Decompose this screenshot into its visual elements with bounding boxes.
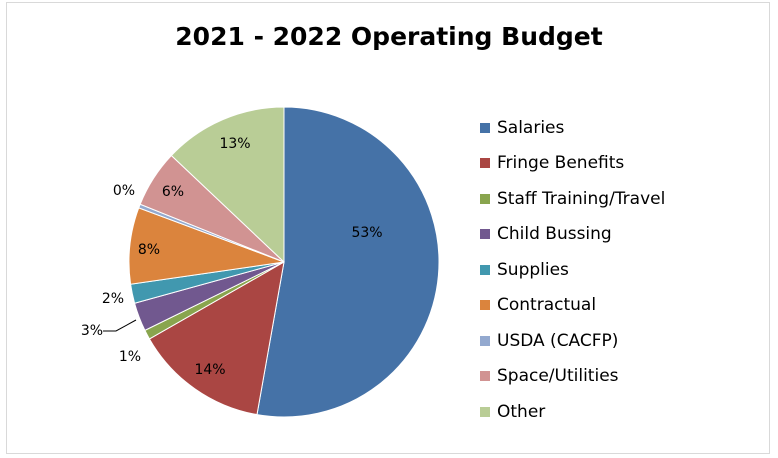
chart-legend: Salaries Fringe Benefits Staff Training/Tr… — [480, 110, 665, 430]
legend-item: USDA (CACFP) — [480, 323, 665, 359]
data-label: 3% — [81, 323, 103, 339]
legend-swatch — [480, 406, 490, 417]
legend-label: Salaries — [497, 117, 565, 138]
data-label: 53% — [351, 225, 382, 241]
data-label: 14% — [194, 362, 225, 378]
legend-label: Supplies — [497, 259, 569, 280]
legend-label: Child Bussing — [497, 224, 612, 245]
leader-line — [103, 319, 137, 332]
pie-slice-salaries — [256, 106, 440, 418]
legend-item: Salaries — [480, 110, 665, 146]
legend-swatch — [480, 193, 490, 204]
legend-label: Fringe Benefits — [497, 153, 625, 174]
legend-item: Supplies — [480, 252, 665, 288]
legend-label: Contractual — [497, 295, 597, 316]
data-label: 6% — [162, 184, 184, 200]
data-label: 0% — [113, 183, 135, 199]
legend-item: Space/Utilities — [480, 359, 665, 395]
legend-swatch — [480, 229, 490, 240]
legend-item: Fringe Benefits — [480, 146, 665, 182]
chart-title: 2021 - 2022 Operating Budget — [175, 22, 603, 51]
legend-label: Staff Training/Travel — [497, 188, 666, 209]
legend-swatch — [480, 264, 490, 275]
data-label: 13% — [219, 136, 250, 152]
data-label: 8% — [138, 242, 160, 258]
legend-swatch — [480, 158, 490, 169]
legend-item: Child Bussing — [480, 217, 665, 253]
pie-slice-other — [170, 106, 285, 264]
legend-label: USDA (CACFP) — [497, 330, 619, 351]
legend-swatch — [480, 122, 490, 133]
legend-item: Staff Training/Travel — [480, 181, 665, 217]
legend-item: Other — [480, 394, 665, 430]
data-label: 1% — [119, 349, 141, 365]
legend-swatch — [480, 335, 490, 346]
data-label: 2% — [102, 291, 124, 307]
legend-swatch — [480, 300, 490, 311]
legend-item: Contractual — [480, 288, 665, 324]
pie-slice-fringe-benefits — [148, 261, 285, 416]
legend-label: Other — [497, 401, 546, 422]
legend-label: Space/Utilities — [497, 366, 619, 387]
legend-swatch — [480, 371, 490, 382]
